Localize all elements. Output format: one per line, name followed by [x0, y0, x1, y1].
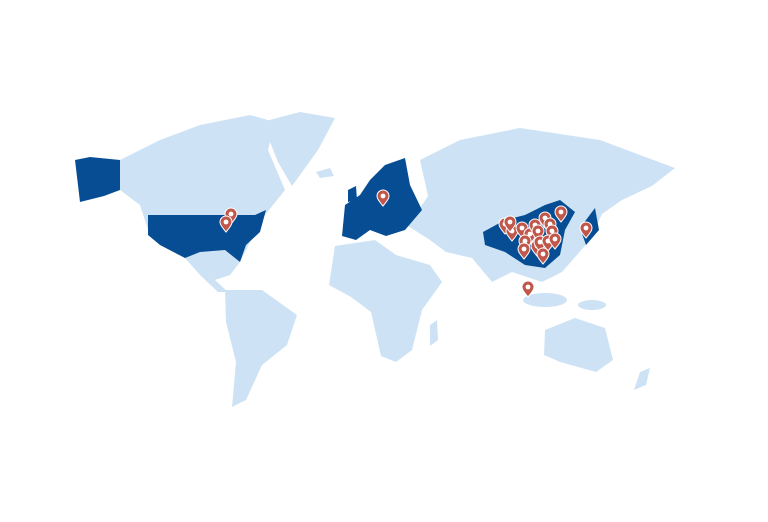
new-zealand: [634, 368, 650, 390]
uk: [348, 186, 357, 202]
madagascar: [430, 320, 438, 346]
alaska: [75, 157, 120, 202]
africa: [329, 240, 442, 362]
eurasia: [408, 128, 675, 282]
indonesia: [523, 293, 567, 307]
australia: [544, 318, 613, 372]
north-america: [120, 115, 285, 292]
new-guinea: [578, 300, 606, 310]
united-states: [148, 210, 266, 262]
greenland: [262, 112, 335, 186]
south-america: [225, 290, 297, 407]
land: [120, 112, 675, 407]
iceland: [316, 168, 334, 178]
